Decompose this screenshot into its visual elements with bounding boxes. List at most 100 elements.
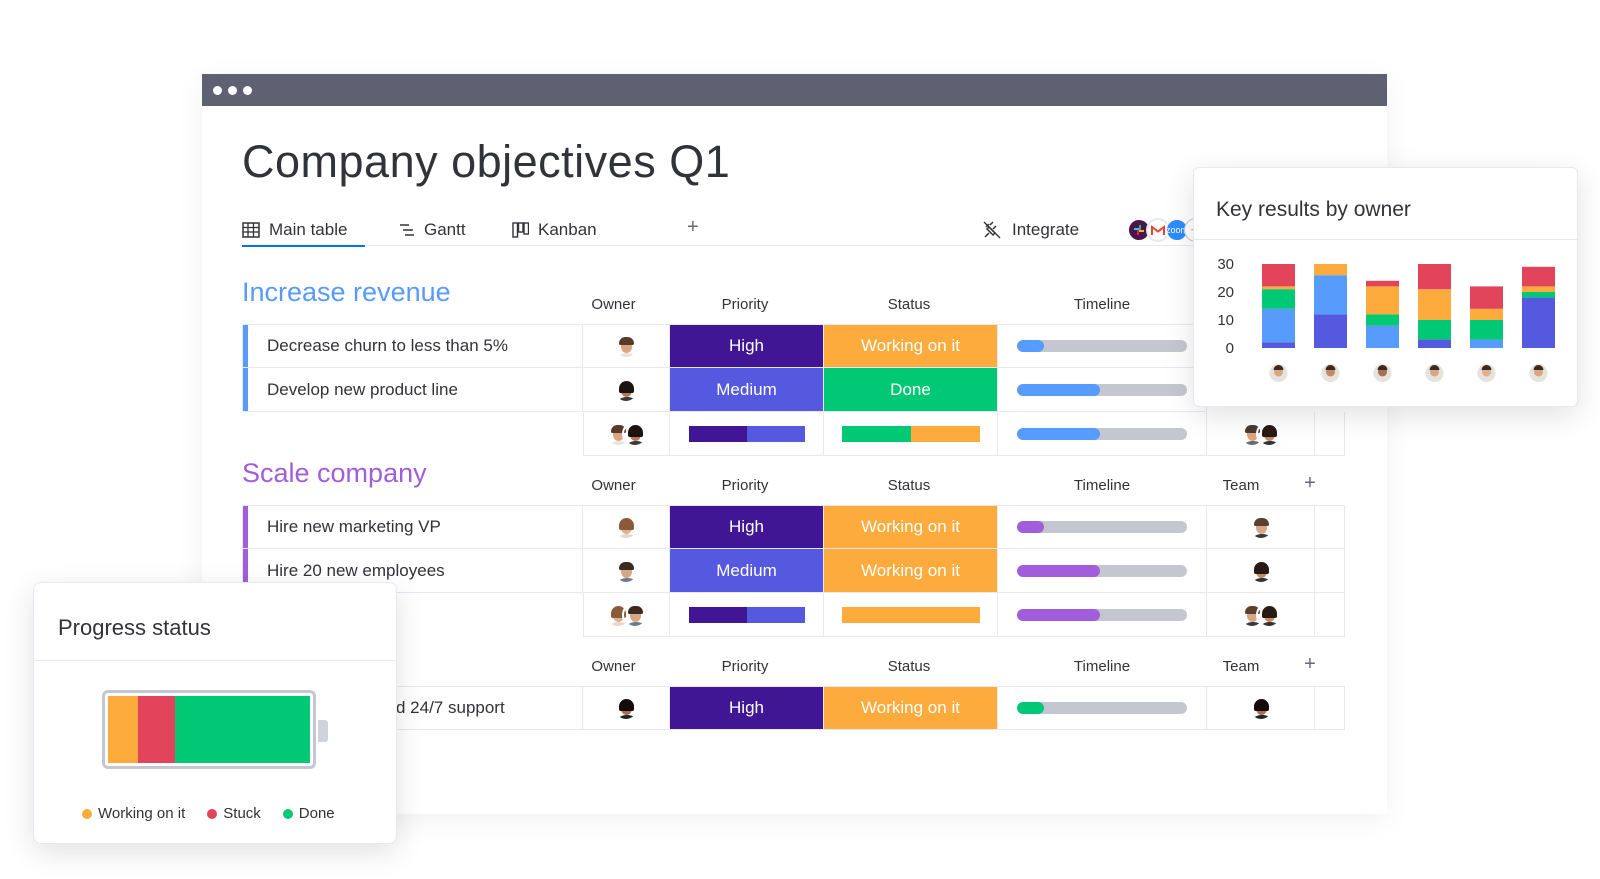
owner-avatar-icon[interactable] [1529, 364, 1548, 382]
bar-segment[interactable] [1470, 286, 1503, 309]
owner-avatar-icon[interactable] [1477, 364, 1496, 382]
owner-avatar-icon[interactable] [1373, 364, 1392, 382]
avatar[interactable] [622, 420, 648, 447]
bar-segment[interactable] [1366, 280, 1399, 287]
column-header-status[interactable]: Status [887, 658, 931, 675]
status-working-label[interactable]: Working on it [824, 549, 998, 593]
status-working-label[interactable]: Working on it [824, 505, 998, 549]
item-name[interactable]: Develop new product line [242, 368, 583, 412]
item-name[interactable]: Hire 20 new employees [242, 549, 583, 593]
tab-gantt[interactable]: Gantt [399, 214, 466, 246]
team-cell[interactable] [1207, 686, 1315, 730]
column-header-priority[interactable]: Priority [721, 658, 769, 675]
column-header-owner[interactable]: Owner [591, 658, 636, 675]
column-header-status[interactable]: Status [887, 477, 931, 494]
bar-segment[interactable] [1366, 325, 1399, 348]
priority-high-label[interactable]: High [670, 505, 824, 549]
team-summary[interactable] [1207, 412, 1315, 456]
avatar[interactable] [1256, 420, 1282, 447]
avatar[interactable] [1247, 514, 1274, 540]
bar-segment[interactable] [1470, 339, 1503, 348]
bar-segment[interactable] [1522, 297, 1555, 348]
team-cell[interactable] [1207, 549, 1315, 593]
owner-cell[interactable] [583, 368, 670, 412]
timeline-cell[interactable] [998, 324, 1207, 368]
key-results-widget[interactable]: Key results by owner 0 10 20 30 [1193, 167, 1578, 407]
bar-segment[interactable] [1262, 289, 1295, 309]
column-header-owner[interactable]: Owner [591, 296, 636, 313]
bar-segment[interactable] [1366, 314, 1399, 326]
owner-cell[interactable] [583, 324, 670, 368]
owner-cell[interactable] [583, 505, 670, 549]
avatar[interactable] [1256, 601, 1282, 628]
bar-segment[interactable] [1418, 339, 1451, 348]
bar-segment[interactable] [1418, 289, 1451, 320]
column-header-team[interactable]: Team [1222, 658, 1260, 675]
priority-medium-label[interactable]: Medium [670, 549, 824, 593]
add-view-button[interactable]: + [687, 216, 699, 238]
bar-segment[interactable] [1314, 275, 1347, 315]
avatar[interactable] [613, 514, 639, 540]
avatar[interactable] [613, 557, 639, 584]
timeline-cell[interactable] [998, 505, 1207, 549]
owner-summary[interactable] [583, 412, 670, 456]
owner-avatar-icon[interactable] [1269, 364, 1288, 382]
status-working-label[interactable]: Working on it [824, 324, 998, 368]
column-header-status[interactable]: Status [887, 296, 931, 313]
owner-cell[interactable] [583, 549, 670, 593]
status-done-label[interactable]: Done [824, 368, 998, 412]
timeline-cell[interactable] [998, 549, 1207, 593]
add-column-button[interactable]: + [1304, 653, 1316, 675]
owner-cell[interactable] [583, 686, 670, 730]
timeline-summary[interactable] [998, 412, 1207, 456]
avatar[interactable] [613, 333, 639, 359]
avatar[interactable] [622, 601, 648, 628]
column-header-timeline[interactable]: Timeline [1073, 477, 1131, 494]
column-header-timeline[interactable]: Timeline [1073, 296, 1131, 313]
column-header-team[interactable]: Team [1222, 477, 1260, 494]
progress-status-widget[interactable]: Progress status Working on it Stuck Done [33, 582, 397, 844]
status-summary[interactable] [824, 593, 998, 637]
bar-segment[interactable] [1314, 314, 1347, 348]
bar-segment[interactable] [1522, 266, 1555, 287]
zoom-icon[interactable]: zoom [1165, 218, 1189, 242]
bar-segment[interactable] [1522, 286, 1555, 292]
bar-segment[interactable] [1262, 342, 1295, 348]
team-summary[interactable] [1207, 593, 1315, 637]
bar-segment[interactable] [1470, 320, 1503, 340]
avatar[interactable] [1247, 695, 1274, 721]
item-name[interactable]: Decrease churn to less than 5% [242, 324, 583, 368]
bar-segment[interactable] [1366, 286, 1399, 315]
integrate-button[interactable]: Integrate [982, 214, 1079, 246]
column-header-timeline[interactable]: Timeline [1073, 658, 1131, 675]
add-column-button[interactable]: + [1304, 472, 1316, 494]
timeline-cell[interactable] [998, 686, 1207, 730]
avatar[interactable] [613, 695, 639, 721]
item-name[interactable]: Hire new marketing VP [242, 505, 583, 549]
status-summary[interactable] [824, 412, 998, 456]
group-title-scale-company[interactable]: Scale company [242, 458, 427, 488]
column-header-owner[interactable]: Owner [591, 477, 636, 494]
owner-avatar-icon[interactable] [1425, 364, 1444, 382]
bar-segment[interactable] [1522, 292, 1555, 298]
priority-high-label[interactable]: High [670, 324, 824, 368]
avatar[interactable] [613, 376, 639, 403]
column-header-priority[interactable]: Priority [721, 477, 769, 494]
window-dot-icon[interactable] [243, 85, 252, 95]
bar-segment[interactable] [1470, 308, 1503, 320]
priority-summary[interactable] [670, 412, 824, 456]
priority-medium-label[interactable]: Medium [670, 368, 824, 412]
group-title-increase-revenue[interactable]: Increase revenue [242, 277, 451, 307]
avatar[interactable] [1247, 557, 1274, 584]
tab-kanban[interactable]: Kanban [512, 214, 597, 246]
team-cell[interactable] [1207, 505, 1315, 549]
owner-avatar-icon[interactable] [1321, 364, 1340, 382]
item-name[interactable]: d 24/7 support [242, 686, 583, 730]
window-dot-icon[interactable] [228, 85, 237, 95]
bar-segment[interactable] [1314, 264, 1347, 276]
bar-segment[interactable] [1262, 286, 1295, 290]
priority-high-label[interactable]: High [670, 686, 824, 730]
column-header-priority[interactable]: Priority [721, 296, 769, 313]
status-working-label[interactable]: Working on it [824, 686, 998, 730]
timeline-summary[interactable] [998, 593, 1207, 637]
